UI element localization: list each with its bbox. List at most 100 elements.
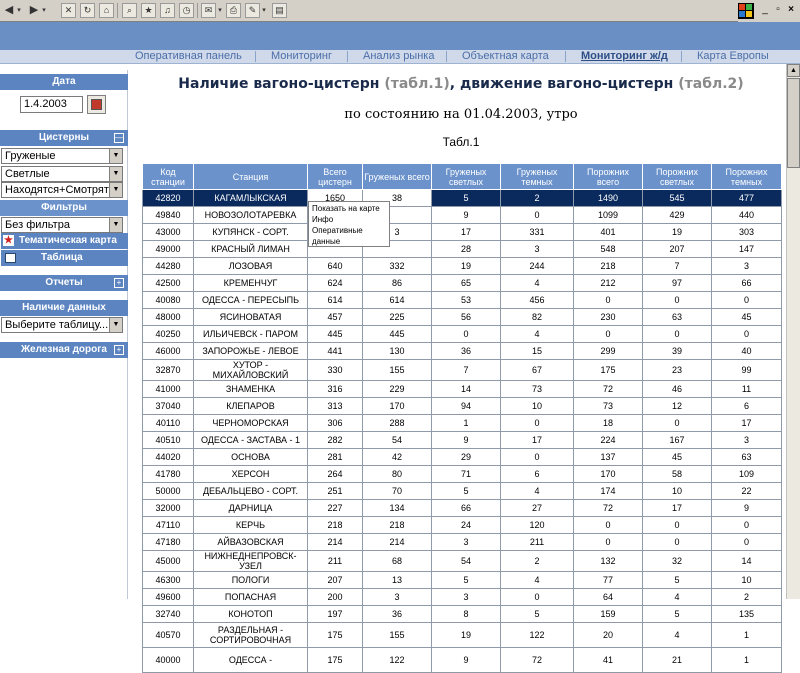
station-name-cell[interactable]: ОДЕССА - — [193, 647, 308, 673]
column-header[interactable]: Код станции — [142, 163, 194, 190]
table-row[interactable]: 44280 ЛОЗОВАЯ 640 332 19 244 218 7 3 — [142, 257, 782, 275]
table-row[interactable]: 40250 ИЛЬИЧЕВСК - ПАРОМ 445 445 0 4 0 0 0 — [142, 325, 782, 343]
table-row[interactable]: 45000 НИЖНЕДНЕПРОВСК-УЗЕЛ 211 68 54 2 132 32 14 — [142, 550, 782, 572]
table-row[interactable]: 42500 КРЕМЕНЧУГ 624 86 65 4 212 97 66 — [142, 274, 782, 292]
column-header[interactable]: Груженых светлых — [431, 163, 501, 190]
station-name-cell[interactable]: НИЖНЕДНЕПРОВСК-УЗЕЛ — [193, 550, 308, 572]
nav-operational-panel[interactable]: Оперативная панель — [135, 50, 242, 62]
table-row[interactable]: 40510 ОДЕССА - ЗАСТАВА - 1 282 54 9 17 224 167 3 — [142, 431, 782, 449]
column-header[interactable]: Порожних светлых — [642, 163, 712, 190]
station-name-cell[interactable]: ОДЕССА - ЗАСТАВА - 1 — [193, 431, 308, 449]
railway-panel-header[interactable]: Железная дорога + — [0, 342, 128, 358]
collapse-icon[interactable]: — — [114, 133, 124, 143]
mail-dropdown-icon[interactable]: ▾ — [218, 7, 222, 14]
table-row[interactable]: 40080 ОДЕССА - ПЕРЕСЫПЬ 614 614 53 456 0 0 0 — [142, 291, 782, 309]
date-input[interactable]: 1.4.2003 — [20, 96, 83, 113]
station-name-cell[interactable]: ПОПАСНАЯ — [193, 588, 308, 606]
availability-select[interactable]: Выберите таблицу... ▼ — [1, 317, 123, 333]
station-name-cell[interactable]: ДАРНИЦА — [193, 499, 308, 517]
station-name-cell[interactable]: КРЕМЕНЧУГ — [193, 274, 308, 292]
station-name-cell[interactable]: КАГАМЛЫКСКАЯ — [193, 189, 308, 207]
table-row[interactable]: 40110 ЧЕРНОМОРСКАЯ 306 288 1 0 18 0 17 — [142, 414, 782, 432]
station-name-cell[interactable]: КЛЕПАРОВ — [193, 397, 308, 415]
menu-item-info[interactable]: Инфо — [312, 215, 334, 224]
back-dropdown-icon[interactable]: ▾ — [17, 7, 21, 14]
table-row[interactable]: 40000 ОДЕССА -175 122 9 72 41 21 1 — [142, 647, 782, 673]
stop-icon[interactable]: ✕ — [61, 3, 76, 18]
station-name-cell[interactable]: ЯСИНОВАТАЯ — [193, 308, 308, 326]
table-row[interactable]: 46000 ЗАПОРОЖЬЕ - ЛЕВОЕ 441 130 36 15 299 39 40 — [142, 342, 782, 360]
reports-panel-header[interactable]: Отчеты + — [0, 275, 128, 291]
station-name-cell[interactable]: ЗАПОРОЖЬЕ - ЛЕВОЕ — [193, 342, 308, 360]
column-header[interactable]: Порожних темных — [711, 163, 782, 190]
vertical-scrollbar[interactable]: ▲ — [786, 64, 800, 599]
table-row[interactable]: 49000 КРАСНЫЙ ЛИМАН 28 3 548 207 147 — [142, 240, 782, 258]
chevron-down-icon[interactable]: ▼ — [109, 183, 122, 197]
station-name-cell[interactable]: НОВОЗОЛОТАРЕВКА — [193, 206, 308, 224]
station-name-cell[interactable]: ЧЕРНОМОРСКАЯ — [193, 414, 308, 432]
discuss-icon[interactable]: ▤ — [272, 3, 287, 18]
location-select[interactable]: Находятся+Смотрят ▼ — [1, 182, 123, 198]
station-name-cell[interactable]: ПОЛОГИ — [193, 571, 308, 589]
column-header[interactable]: Станция — [193, 163, 308, 190]
nav-object-map[interactable]: Объектная карта — [462, 50, 549, 62]
forward-arrow-icon[interactable]: ▶ — [29, 4, 39, 16]
column-header[interactable]: Груженых темных — [500, 163, 574, 190]
edit-dropdown-icon[interactable]: ▾ — [262, 7, 266, 14]
station-name-cell[interactable]: ИЛЬИЧЕВСК - ПАРОМ — [193, 325, 308, 343]
table-row[interactable]: 32000 ДАРНИЦА 227 134 66 27 72 17 9 — [142, 499, 782, 517]
restore-icon[interactable]: ▫ — [776, 4, 780, 15]
station-name-cell[interactable]: ЗНАМЕНКА — [193, 380, 308, 398]
table-row[interactable]: 50000 ДЕБАЛЬЦЕВО - СОРТ. 251 70 5 4 174 10 22 — [142, 482, 782, 500]
back-arrow-icon[interactable]: ◀ — [4, 4, 14, 16]
station-name-cell[interactable]: ЛОЗОВАЯ — [193, 257, 308, 275]
table-row[interactable]: 43000 КУПЯНСК - СОРТ. 3 17 331 401 19 303 — [142, 223, 782, 241]
table-row[interactable]: 40570 РАЗДЕЛЬНАЯ - СОРТИРОВОЧНАЯ 175 155 19 1… — [142, 622, 782, 648]
table-row[interactable]: 48000 ЯСИНОВАТАЯ 457 225 56 82 230 63 45 — [142, 308, 782, 326]
nav-railway-monitoring[interactable]: Мониторинг ж/д — [581, 50, 668, 62]
nav-monitoring[interactable]: Мониторинг — [271, 50, 333, 62]
home-icon[interactable]: ⌂ — [99, 3, 114, 18]
search-icon[interactable]: ⌕ — [122, 3, 137, 18]
station-name-cell[interactable]: РАЗДЕЛЬНАЯ - СОРТИРОВОЧНАЯ — [193, 622, 308, 648]
cargo-state-select[interactable]: Груженые ▼ — [1, 148, 123, 164]
table-link[interactable]: Таблица — [1, 250, 128, 266]
thematic-map-link[interactable]: ★ Тематическая карта — [1, 233, 128, 249]
station-name-cell[interactable]: КОНОТОП — [193, 605, 308, 623]
forward-dropdown-icon[interactable]: ▾ — [42, 7, 46, 14]
menu-item-show-on-map[interactable]: Показать на карте — [312, 204, 380, 213]
table-row[interactable]: 47110 КЕРЧЬ 218 218 24 120 0 0 0 — [142, 516, 782, 534]
nav-europe-map[interactable]: Карта Европы — [697, 50, 769, 62]
station-name-cell[interactable]: КУПЯНСК - СОРТ. — [193, 223, 308, 241]
chevron-down-icon[interactable]: ▼ — [109, 218, 122, 232]
table-row[interactable]: 41000 ЗНАМЕНКА 316 229 14 73 72 46 11 — [142, 380, 782, 398]
expand-icon[interactable]: + — [114, 278, 124, 288]
table-row[interactable]: 44020 ОСНОВА 281 42 29 0 137 45 63 — [142, 448, 782, 466]
minimize-icon[interactable]: _ — [762, 4, 768, 15]
table2-link[interactable]: (табл.2) — [678, 76, 744, 92]
edit-icon[interactable]: ✎ — [245, 3, 260, 18]
station-name-cell[interactable]: ОСНОВА — [193, 448, 308, 466]
column-header[interactable]: Всего цистерн — [307, 163, 363, 190]
station-name-cell[interactable]: КРАСНЫЙ ЛИМАН — [193, 240, 308, 258]
refresh-icon[interactable]: ↻ — [80, 3, 95, 18]
chevron-down-icon[interactable]: ▼ — [109, 149, 122, 163]
table-row[interactable]: 32740 КОНОТОП 197 36 8 5 159 5 135 — [142, 605, 782, 623]
station-name-cell[interactable]: ХУТОР - МИХАЙЛОВСКИЙ — [193, 359, 308, 381]
media-icon[interactable]: ♫ — [160, 3, 175, 18]
table-row[interactable]: 42820 КАГАМЛЫКСКАЯ 1650 38 5 2 1490 545 477 — [142, 189, 782, 207]
column-header[interactable]: Груженых всего — [362, 163, 432, 190]
column-header[interactable]: Порожних всего — [573, 163, 643, 190]
station-name-cell[interactable]: ХЕРСОН — [193, 465, 308, 483]
station-name-cell[interactable]: ДЕБАЛЬЦЕВО - СОРТ. — [193, 482, 308, 500]
station-name-cell[interactable]: АЙВАЗОВСКАЯ — [193, 533, 308, 551]
scroll-up-icon[interactable]: ▲ — [787, 64, 800, 77]
history-icon[interactable]: ◷ — [179, 3, 194, 18]
station-name-cell[interactable]: КЕРЧЬ — [193, 516, 308, 534]
table-row[interactable]: 49840 НОВОЗОЛОТАРЕВКА 9 0 1099 429 440 — [142, 206, 782, 224]
table-row[interactable]: 47180 АЙВАЗОВСКАЯ 214 214 3 211 0 0 0 — [142, 533, 782, 551]
station-name-cell[interactable]: ОДЕССА - ПЕРЕСЫПЬ — [193, 291, 308, 309]
chevron-down-icon[interactable]: ▼ — [109, 167, 122, 181]
table-row[interactable]: 46300 ПОЛОГИ 207 13 5 4 77 5 10 — [142, 571, 782, 589]
table-row[interactable]: 37040 КЛЕПАРОВ 313 170 94 10 73 12 6 — [142, 397, 782, 415]
